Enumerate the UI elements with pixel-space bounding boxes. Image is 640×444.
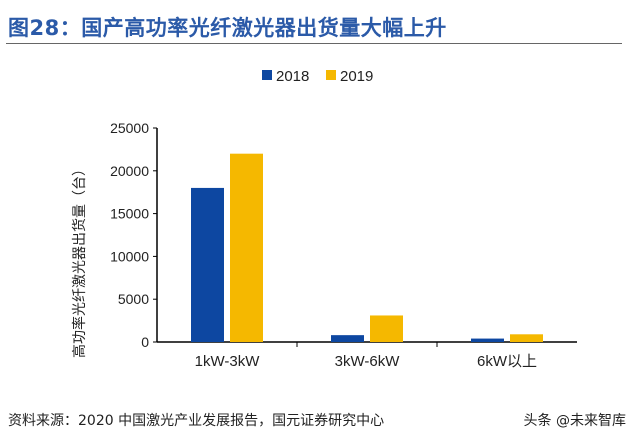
legend-swatch-2018 bbox=[262, 70, 272, 80]
legend-label-2019: 2019 bbox=[340, 68, 373, 85]
y-tick-label: 5000 bbox=[118, 291, 149, 307]
x-tick-label: 3kW-6kW bbox=[335, 353, 401, 370]
y-tick-label: 20000 bbox=[110, 163, 149, 179]
bar-chart: 0 5000 10000 15000 20000 25000 1kW-3kW 3kW-6kW 6… bbox=[71, 68, 577, 370]
y-axis-label: 高功率光纤激光器出货量（台） bbox=[71, 162, 88, 358]
source-note: 资料来源：2020 中国激光产业发展报告，国元证券研究中心 bbox=[8, 413, 385, 429]
y-tick-label: 25000 bbox=[110, 120, 149, 136]
y-tick-label: 0 bbox=[141, 334, 149, 350]
legend-label-2018: 2018 bbox=[276, 68, 309, 85]
bar-2019-1 bbox=[370, 315, 403, 342]
x-tick-label: 6kW以上 bbox=[477, 353, 537, 370]
bar-2018-0 bbox=[191, 187, 224, 342]
y-tick-label: 15000 bbox=[110, 206, 149, 222]
watermark: 头条 @未来智库 bbox=[523, 413, 626, 429]
bar-2019-2 bbox=[510, 334, 543, 342]
legend-swatch-2019 bbox=[326, 70, 336, 80]
bar-2018-1 bbox=[331, 335, 364, 342]
y-tick-label: 10000 bbox=[110, 248, 149, 264]
bar-2019-0 bbox=[230, 153, 263, 342]
title-divider bbox=[6, 43, 622, 44]
x-tick-label: 1kW-3kW bbox=[195, 353, 261, 370]
figure-title: 图28：国产高功率光纤激光器出货量大幅上升 bbox=[8, 16, 447, 40]
bar-2018-2 bbox=[471, 338, 504, 342]
